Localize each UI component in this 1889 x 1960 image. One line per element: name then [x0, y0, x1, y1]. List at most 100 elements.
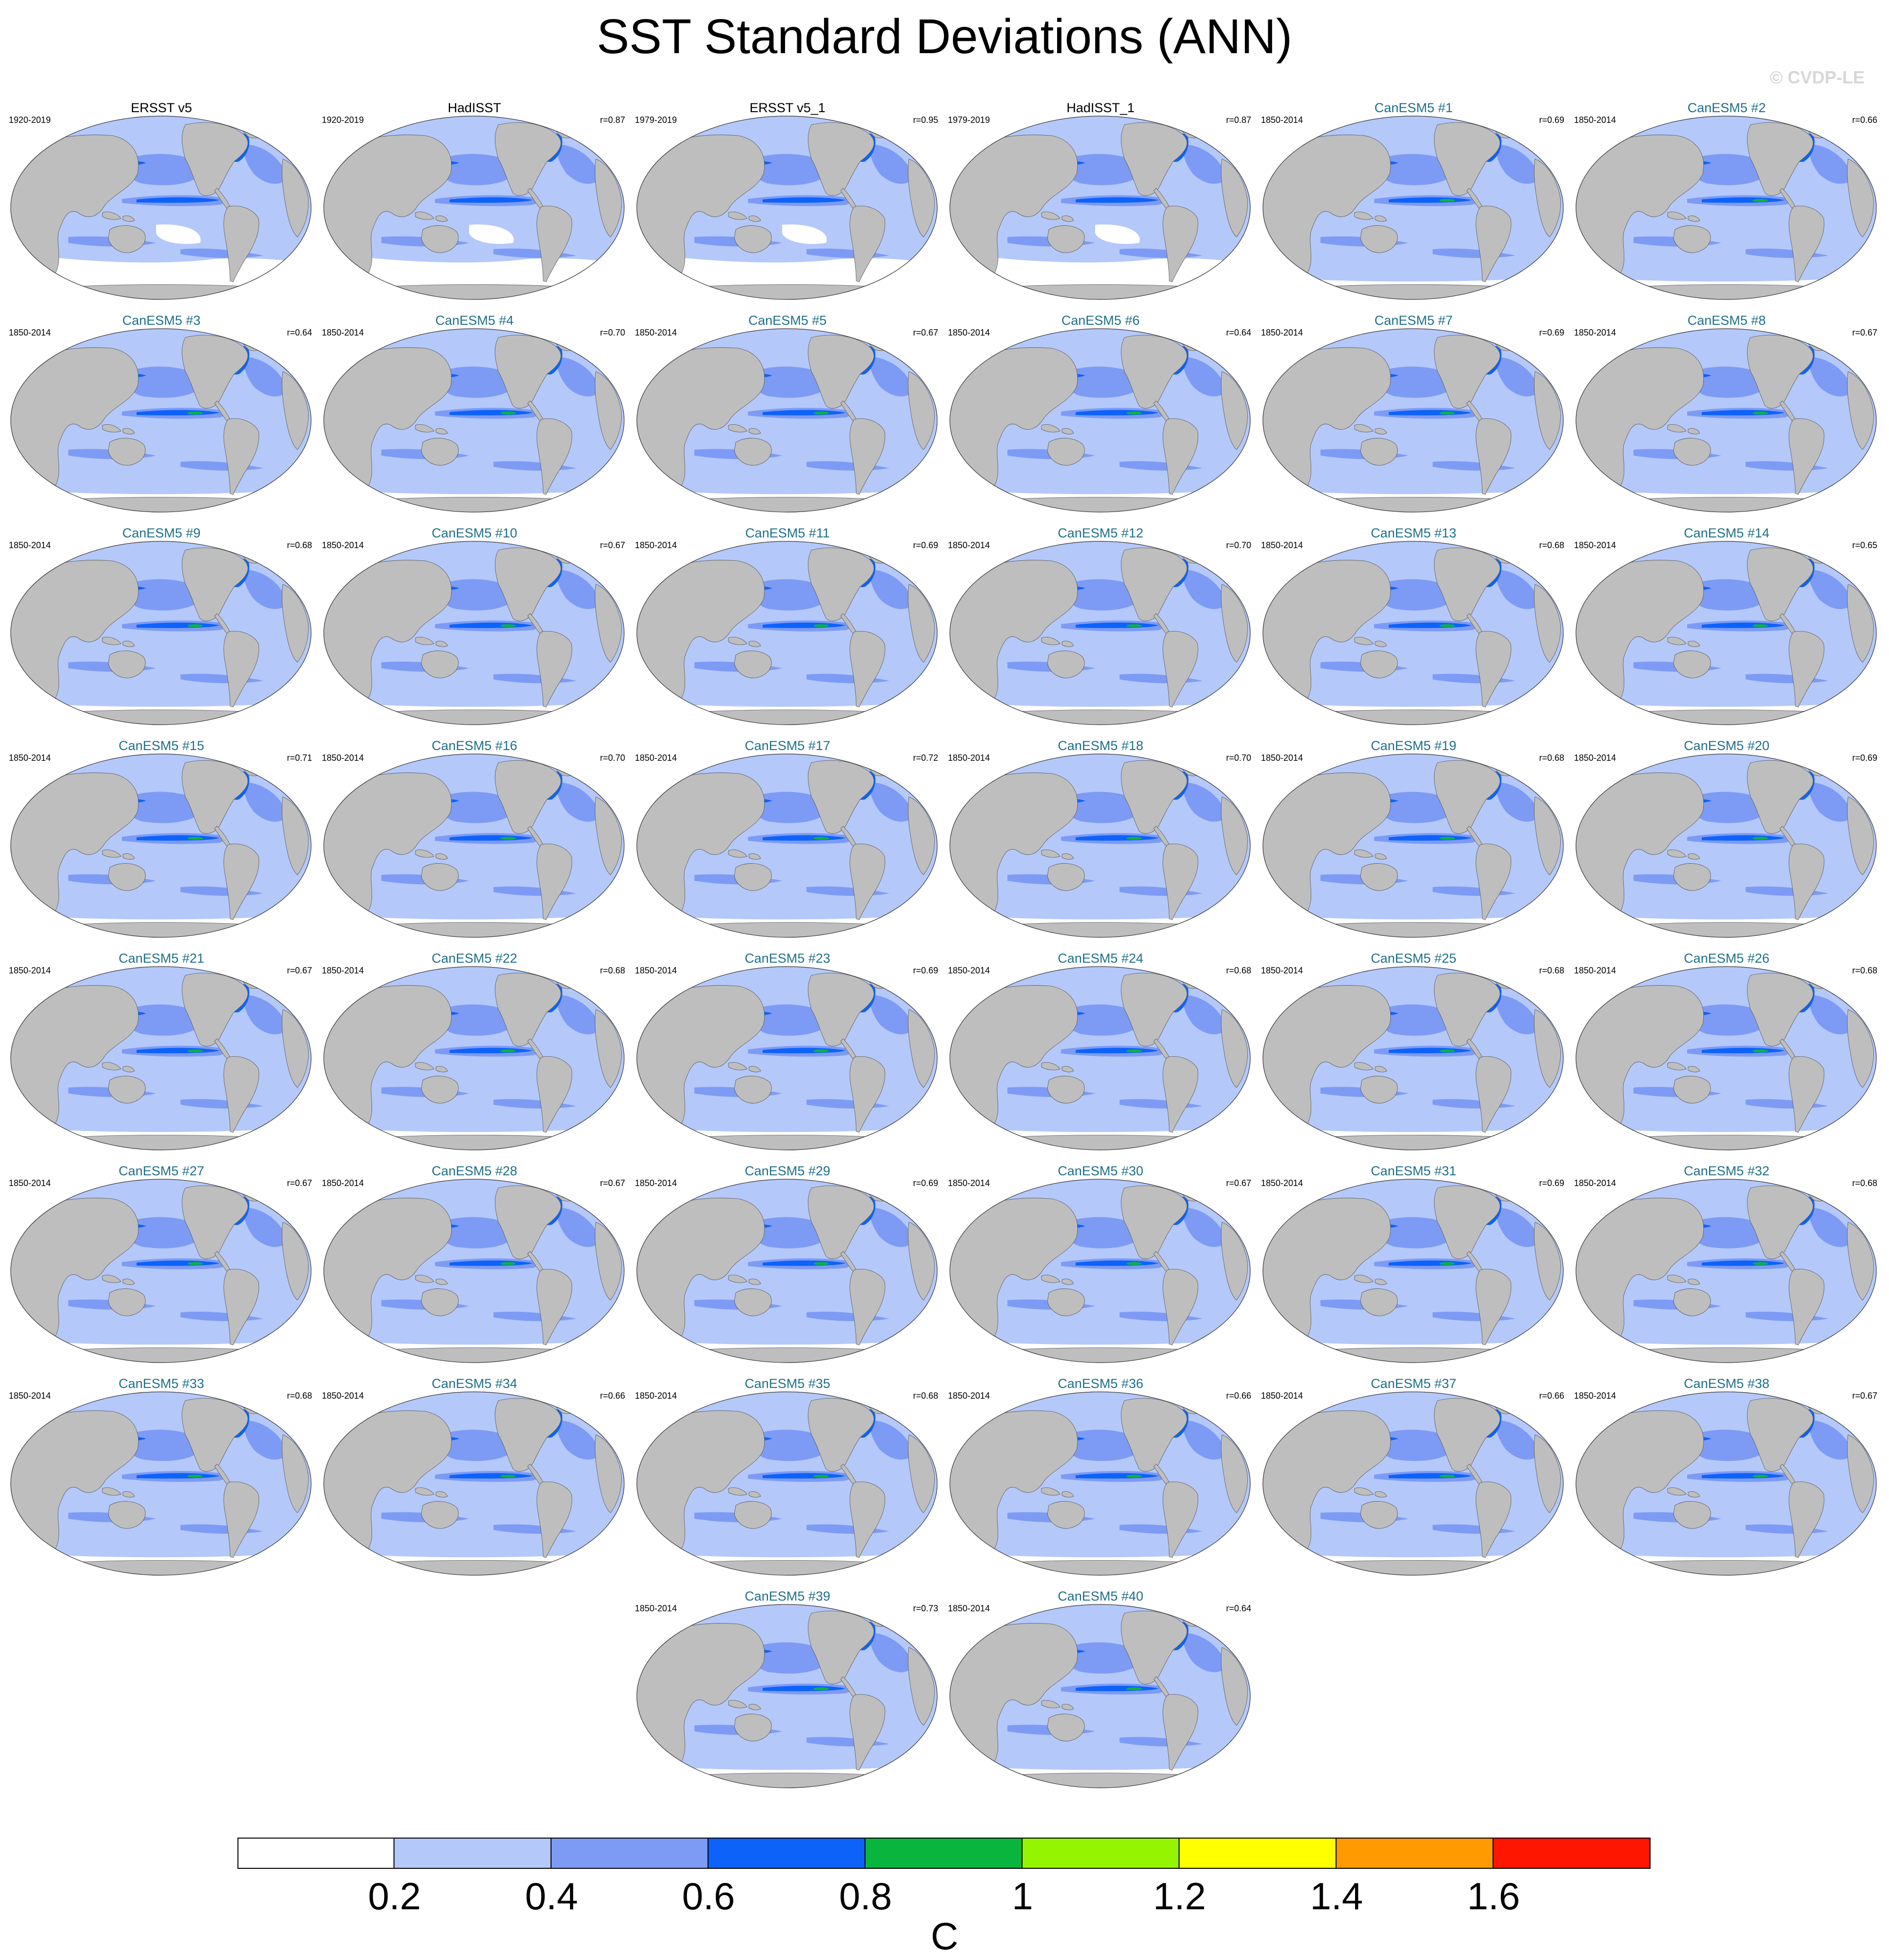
moderate-variance-region: [869, 570, 914, 609]
panel-title: CanESM5 #35: [745, 1376, 830, 1391]
panel-correlation: r=0.68: [1226, 966, 1251, 975]
map-panel: CanESM5 #38 1850-2014 r=0.67: [1570, 1373, 1883, 1578]
map-outline: [949, 1604, 1251, 1788]
map-outline: [636, 1391, 938, 1576]
colorbar-tick-label: 0.6: [682, 1875, 735, 1918]
map-panel: CanESM5 #15 1850-2014 r=0.71: [5, 735, 318, 940]
moderate-variance-region: [1182, 1208, 1227, 1247]
panel-title: CanESM5 #25: [1371, 951, 1456, 966]
panel-period: 1850-2014: [1261, 1178, 1303, 1188]
map-panel: CanESM5 #36 1850-2014 r=0.66: [944, 1373, 1257, 1578]
map-plot: [949, 1179, 1251, 1363]
panel-title: CanESM5 #32: [1684, 1164, 1770, 1178]
map-panel: CanESM5 #23 1850-2014 r=0.69: [631, 948, 944, 1153]
map-plot: [10, 541, 312, 725]
map-panel: CanESM5 #16 1850-2014 r=0.70: [318, 735, 631, 940]
panel-correlation: r=0.67: [287, 966, 312, 975]
moderate-variance-region: [438, 1004, 518, 1036]
enso-core: [763, 197, 846, 203]
panel-correlation: r=0.68: [1539, 540, 1564, 550]
map-plot: [636, 116, 938, 300]
moderate-variance-region: [1495, 357, 1540, 396]
enso-peak: [1126, 1687, 1142, 1690]
moderate-variance-region: [556, 570, 601, 609]
panel-period: 1850-2014: [948, 966, 990, 975]
map-outline: [10, 753, 312, 938]
moderate-variance-region: [1182, 995, 1227, 1034]
map-panel: CanESM5 #20 1850-2014 r=0.69: [1570, 735, 1883, 940]
panel-period: 1850-2014: [1261, 115, 1303, 125]
map-panel: CanESM5 #17 1850-2014 r=0.72: [631, 735, 944, 940]
map-panel: ERSST v5 1920-2019: [5, 98, 318, 302]
map-outline: [1262, 541, 1564, 725]
map-plot: [1575, 328, 1877, 513]
enso-peak: [1752, 1049, 1768, 1052]
panel-title: ERSST v5: [131, 100, 192, 115]
map-plot: [323, 753, 625, 938]
moderate-variance-region: [869, 995, 914, 1034]
map-outline: [10, 1391, 312, 1576]
moderate-variance-region: [1182, 144, 1227, 184]
map-plot: [949, 328, 1251, 513]
enso-peak: [500, 837, 516, 840]
panel-correlation: r=0.70: [1226, 540, 1251, 550]
moderate-variance-region: [751, 579, 831, 611]
map-outline: [10, 116, 312, 300]
moderate-variance-region: [1495, 995, 1540, 1034]
moderate-variance-region: [1809, 357, 1853, 396]
map-panel: CanESM5 #13 1850-2014 r=0.68: [1257, 523, 1570, 728]
panel-period: 1850-2014: [322, 966, 364, 975]
map-outline: [1575, 1391, 1877, 1576]
panel-correlation: r=0.64: [287, 328, 312, 337]
map-outline: [1575, 328, 1877, 513]
map-plot: [323, 1391, 625, 1576]
map-panel: CanESM5 #28 1850-2014 r=0.67: [318, 1161, 631, 1366]
panel-title: CanESM5 #26: [1684, 951, 1770, 966]
moderate-variance-region: [869, 1420, 914, 1460]
map-outline: [1262, 116, 1564, 300]
panel-title: CanESM5 #4: [435, 313, 514, 328]
map-plot: [323, 966, 625, 1150]
panel-correlation: r=0.67: [1226, 1178, 1251, 1188]
panel-correlation: r=0.66: [1539, 1391, 1564, 1401]
panel-correlation: r=0.66: [1226, 1391, 1251, 1401]
panel-period: 1850-2014: [9, 753, 51, 763]
panel-period: 1979-2019: [948, 115, 990, 125]
panel-title: ERSST v5_1: [749, 100, 826, 115]
enso-peak: [500, 1475, 516, 1478]
panel-correlation: r=0.87: [1226, 115, 1251, 125]
panel-title: CanESM5 #20: [1684, 738, 1770, 753]
panel-period: 1850-2014: [635, 1391, 677, 1401]
map-panel: CanESM5 #25 1850-2014 r=0.68: [1257, 948, 1570, 1153]
panel-period: 1850-2014: [635, 753, 677, 763]
map-panel: CanESM5 #29 1850-2014 r=0.69: [631, 1161, 944, 1366]
map-outline: [1575, 966, 1877, 1150]
panel-correlation: r=0.64: [1226, 1604, 1251, 1613]
map-outline: [636, 753, 938, 938]
panel-title: CanESM5 #3: [122, 313, 201, 328]
map-plot: [323, 328, 625, 513]
map-panel: CanESM5 #10 1850-2014 r=0.67: [318, 523, 631, 728]
map-outline: [949, 116, 1251, 300]
panel-correlation: r=0.67: [1852, 328, 1877, 337]
panel-correlation: r=0.69: [1539, 328, 1564, 337]
map-outline: [636, 1179, 938, 1363]
moderate-variance-region: [556, 144, 601, 184]
enso-peak: [500, 1262, 516, 1265]
moderate-variance-region: [125, 1217, 205, 1248]
panel-period: 1850-2014: [322, 540, 364, 550]
enso-peak: [1126, 1475, 1142, 1478]
panel-title: CanESM5 #33: [118, 1376, 204, 1391]
map-panel: CanESM5 #33 1850-2014 r=0.68: [5, 1373, 318, 1578]
map-outline: [323, 541, 625, 725]
panel-correlation: r=0.67: [600, 1178, 625, 1188]
moderate-variance-region: [869, 1633, 914, 1672]
moderate-variance-region: [1377, 792, 1457, 823]
moderate-variance-region: [243, 995, 288, 1034]
panel-title: CanESM5 #7: [1374, 313, 1453, 328]
map-outline: [1262, 966, 1564, 1150]
enso-peak: [813, 1687, 829, 1690]
moderate-variance-region: [869, 1208, 914, 1247]
panel-correlation: r=0.69: [1852, 753, 1877, 763]
moderate-variance-region: [1064, 1217, 1144, 1248]
